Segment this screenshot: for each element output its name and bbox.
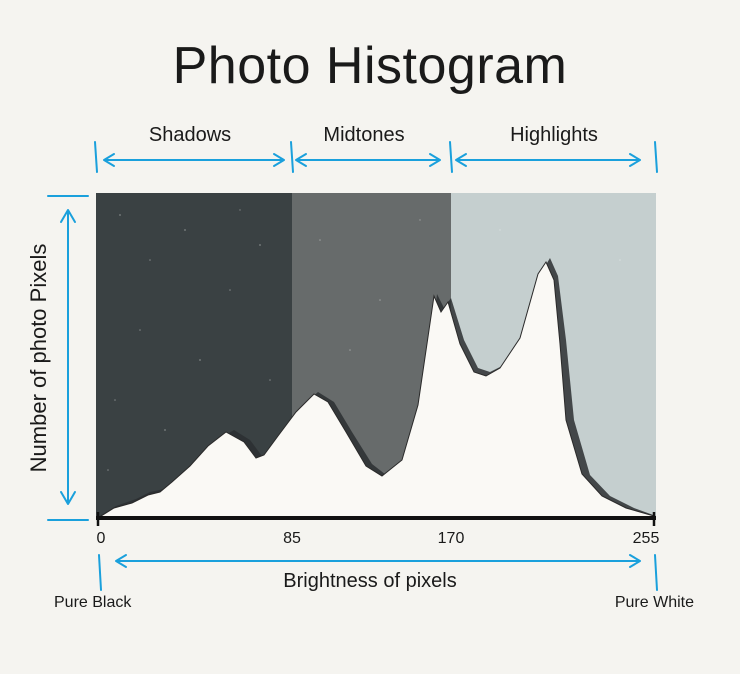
histogram-area — [96, 260, 655, 519]
x-axis-arrow — [115, 554, 641, 568]
y-axis-title: Number of photo Pixels — [26, 243, 51, 473]
grain-speckles — [107, 209, 621, 471]
midtones-zone-label: Midtones — [323, 124, 405, 146]
page-title: Photo Histogram — [172, 37, 568, 95]
zone-boundary-ticks — [94, 141, 658, 173]
tick-label-85: 85 — [283, 530, 301, 547]
x-axis-end-ticks — [98, 554, 658, 591]
pure-black-label: Pure Black — [54, 594, 132, 611]
midtones-range-arrow — [295, 153, 441, 167]
pure-white-label: Pure White — [614, 594, 694, 611]
shadows-zone-label: Shadows — [148, 124, 232, 146]
shadows-range-arrow — [103, 153, 285, 167]
highlights-range-arrow — [455, 153, 641, 167]
x-axis-title: Brightness of pixels — [283, 570, 457, 592]
tick-label-170: 170 — [437, 530, 465, 547]
tick-label-0: 0 — [96, 530, 106, 547]
highlights-zone-label: Highlights — [510, 124, 598, 146]
y-axis-arrow — [60, 209, 76, 505]
tick-label-255: 255 — [632, 530, 660, 547]
y-axis-end-ticks — [47, 195, 89, 521]
